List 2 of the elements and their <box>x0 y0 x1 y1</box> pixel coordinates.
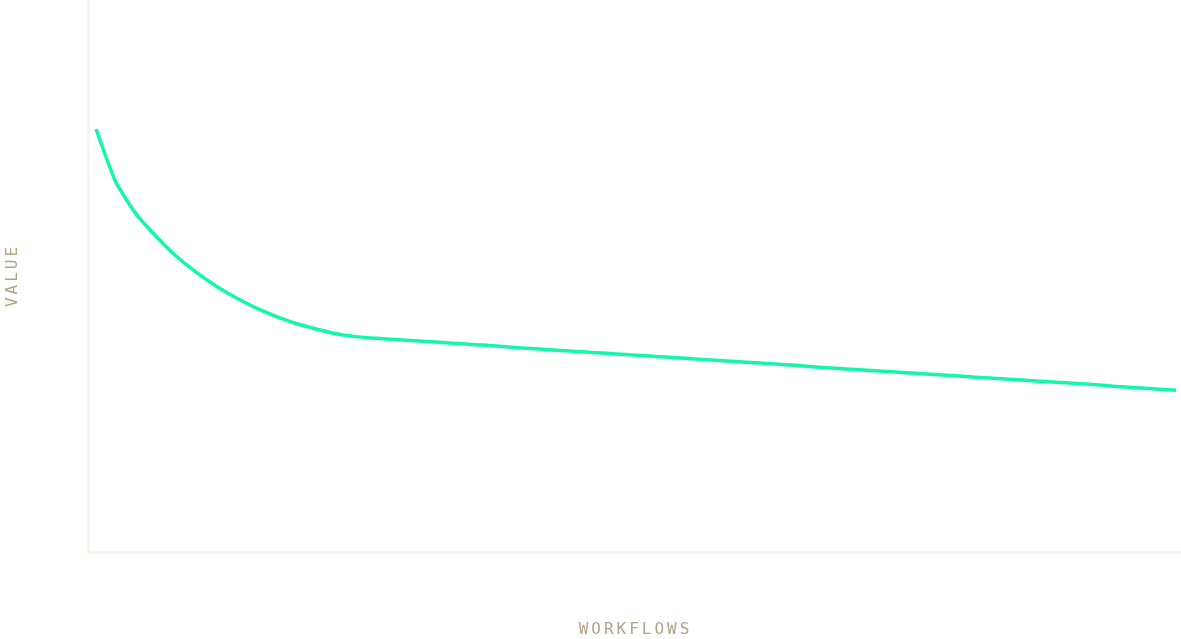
y-axis-title: VALUE <box>1 243 21 308</box>
x-axis-title: WORKFLOWS <box>578 618 693 638</box>
